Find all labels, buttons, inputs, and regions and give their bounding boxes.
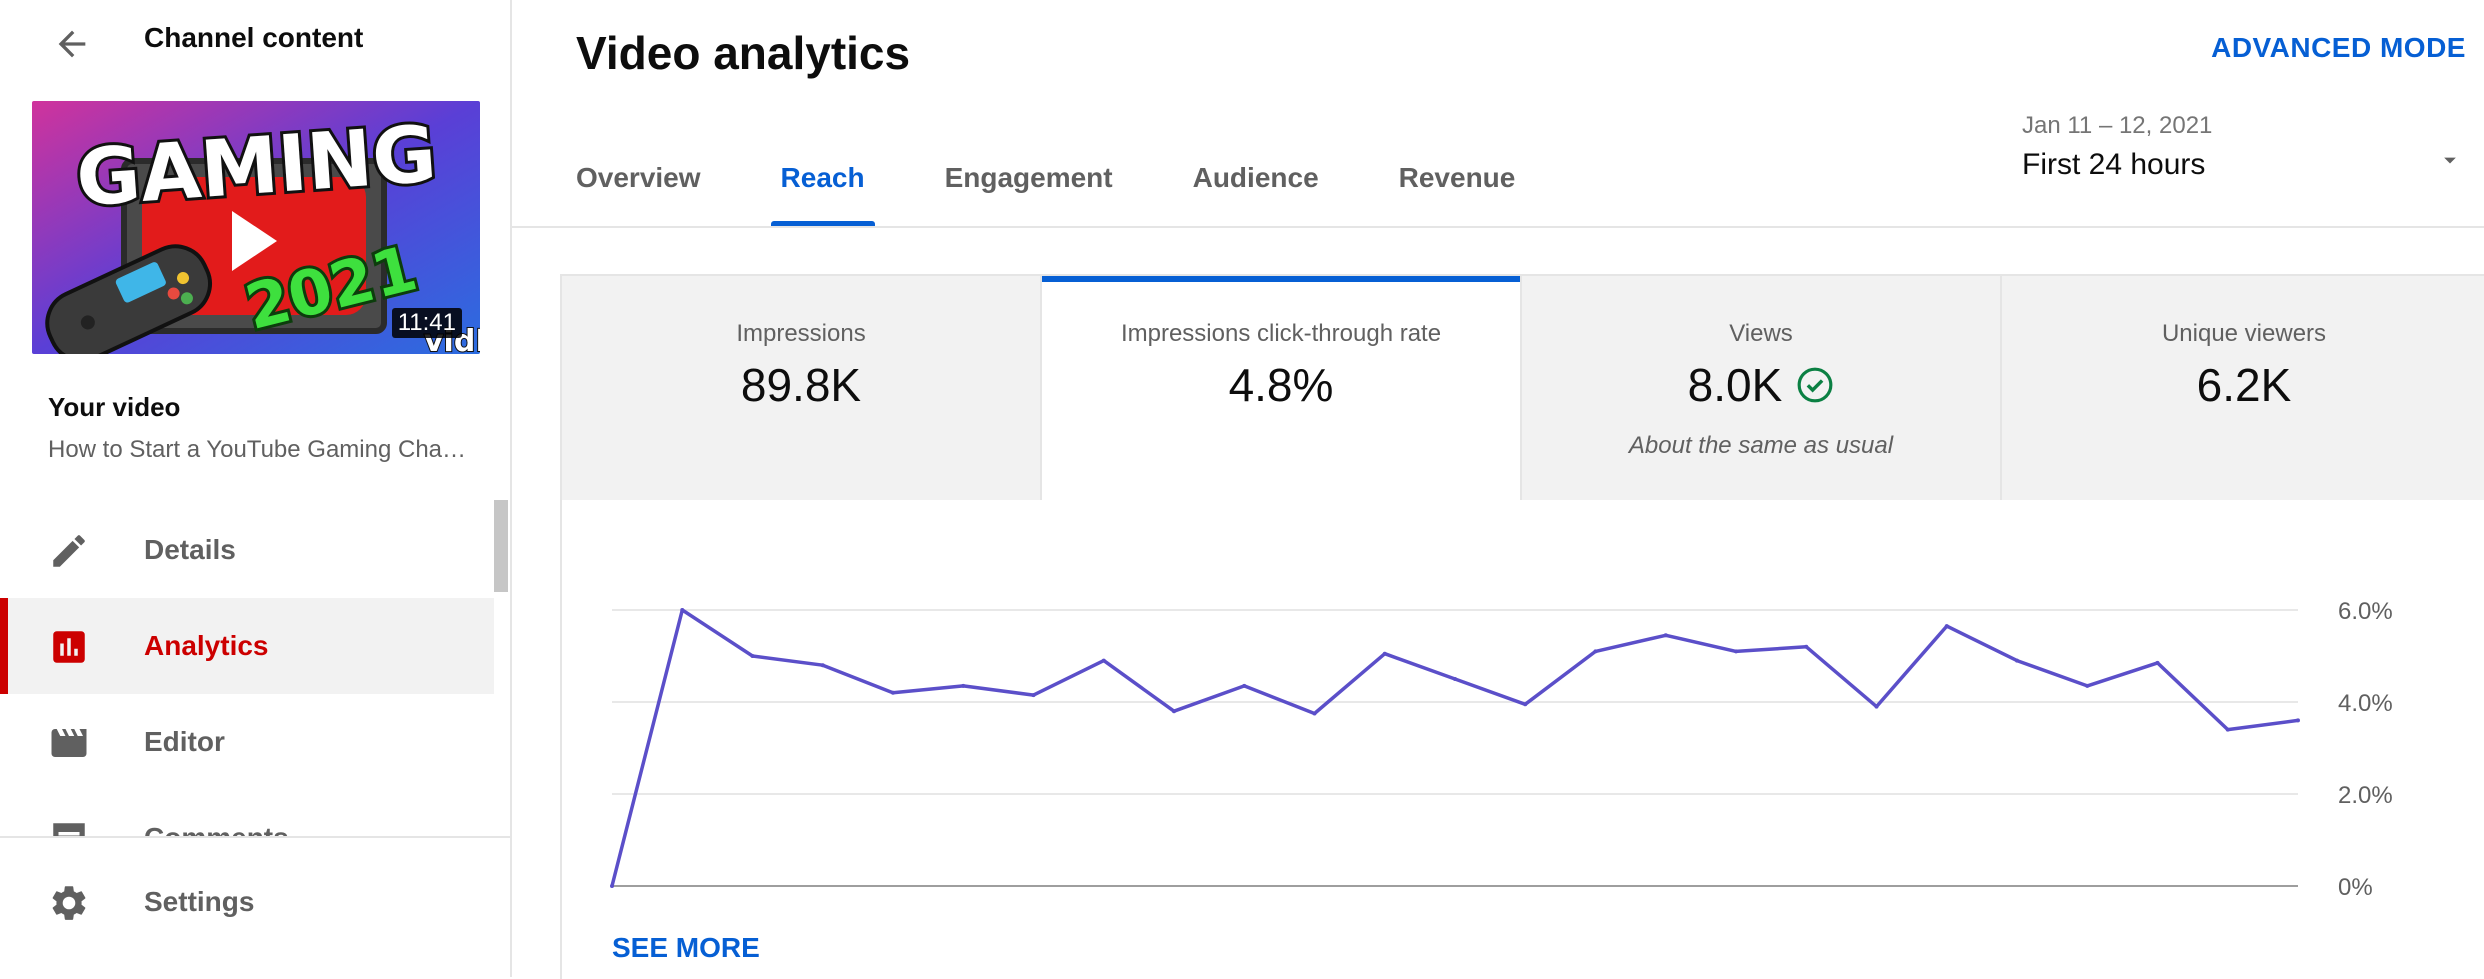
reach-card: Impressions 89.8K Impressions click-thro… xyxy=(560,274,2484,979)
data-point xyxy=(1453,677,1457,681)
data-point xyxy=(1312,711,1317,716)
data-point xyxy=(1031,693,1036,698)
clapperboard-icon xyxy=(51,729,87,757)
metric-value-row: 89.8K xyxy=(562,358,1040,412)
date-range-label: First 24 hours xyxy=(2022,148,2206,181)
metric-value-row: 6.2K xyxy=(2002,358,2484,412)
metric-value: 6.2K xyxy=(2196,359,2292,411)
sidebar-item-label: Editor xyxy=(144,726,225,757)
analytics-icon xyxy=(53,631,85,663)
video-thumbnail[interactable]: GAMING 2021 vidIQ 11:41 xyxy=(32,101,480,354)
metric-label: Views xyxy=(1729,320,1793,347)
data-point xyxy=(1523,702,1528,707)
tab-audience[interactable]: Audience xyxy=(1192,162,1319,193)
tab-overview[interactable]: Overview xyxy=(576,162,701,193)
sidebar-item-label: Analytics xyxy=(144,630,269,661)
data-point xyxy=(1593,649,1598,654)
data-point xyxy=(1804,644,1809,649)
sidebar-scrollbar[interactable] xyxy=(494,500,508,592)
data-point xyxy=(1382,651,1387,656)
y-tick-label: 2.0% xyxy=(2338,782,2393,809)
metric-tabs: Impressions 89.8K Impressions click-thro… xyxy=(562,276,2484,500)
data-point xyxy=(1663,633,1668,638)
sidebar-item-settings[interactable]: Settings xyxy=(0,854,494,950)
sidebar-item-analytics[interactable]: Analytics xyxy=(0,598,494,694)
sidebar-title: Channel content xyxy=(144,22,364,53)
data-point xyxy=(2296,718,2300,723)
your-video-label: Your video xyxy=(48,392,181,422)
page-title: Video analytics xyxy=(576,27,911,79)
data-point xyxy=(2015,658,2019,663)
pencil-icon xyxy=(53,535,85,567)
sidebar-item-details[interactable]: Details xyxy=(0,502,494,598)
metric-ctr[interactable]: Impressions click-through rate 4.8% xyxy=(1042,276,1522,500)
data-point xyxy=(1172,709,1176,714)
date-range-picker[interactable]: Jan 11 – 12, 2021 First 24 hours xyxy=(2022,112,2472,202)
see-more-button[interactable]: SEE MORE xyxy=(612,932,760,963)
y-tick-label: 4.0% xyxy=(2338,690,2393,717)
ctr-series-line xyxy=(610,608,2299,887)
tab-engagement[interactable]: Engagement xyxy=(944,162,1113,193)
sidebar: Channel content GAMING 2021 xyxy=(0,0,512,977)
metric-impressions[interactable]: Impressions 89.8K xyxy=(562,276,1042,500)
check-circle-icon xyxy=(1797,367,1833,403)
caret-down-icon xyxy=(2444,157,2456,164)
tabs-divider xyxy=(512,226,2484,228)
arrow-back-icon xyxy=(58,30,86,58)
metric-unique-viewers[interactable]: Unique viewers 6.2K xyxy=(2002,276,2484,500)
back-button[interactable] xyxy=(42,14,102,74)
gamepad-graphic xyxy=(45,244,212,354)
metric-value-row: 8.0K xyxy=(1522,358,2000,412)
y-tick-label: 0% xyxy=(2338,874,2373,900)
sidebar-item-label: Settings xyxy=(144,886,255,917)
data-point xyxy=(891,690,895,695)
metric-views[interactable]: Views 8.0K About the same as usual xyxy=(1522,276,2002,500)
sidebar-item-label: Details xyxy=(144,534,236,565)
video-title: How to Start a YouTube Gaming Channel xyxy=(48,436,468,463)
analytics-tabs: Overview Reach Engagement Audience Reven… xyxy=(576,140,1595,226)
tab-revenue[interactable]: Revenue xyxy=(1398,162,1516,193)
data-point xyxy=(1944,624,1949,629)
sidebar-item-editor[interactable]: Editor xyxy=(0,694,494,790)
data-point xyxy=(2225,727,2230,732)
data-point xyxy=(610,884,614,888)
metric-label: Impressions click-through rate xyxy=(1120,320,1442,347)
main-content: Video analytics ADVANCED MODE Overview R… xyxy=(512,0,2484,979)
ctr-line-chart: 0%2.0%4.0%6.0%04812162024 hours xyxy=(610,598,2393,900)
data-point xyxy=(2085,683,2090,688)
date-range-text: Jan 11 – 12, 2021 xyxy=(2022,112,2213,139)
data-point xyxy=(1101,658,1106,663)
data-point xyxy=(820,663,825,668)
tab-reach[interactable]: Reach xyxy=(770,140,875,226)
metric-value-row: 4.8% xyxy=(1042,358,1520,412)
data-point xyxy=(1734,649,1738,654)
metric-label: Impressions xyxy=(736,320,866,347)
gear-icon xyxy=(52,886,86,920)
advanced-mode-button[interactable]: ADVANCED MODE xyxy=(2211,32,2466,63)
metric-value: 89.8K xyxy=(740,359,862,411)
data-point xyxy=(1874,704,1879,709)
metric-value: 4.8% xyxy=(1228,359,1334,411)
video-duration: 11:41 xyxy=(391,308,462,338)
data-point xyxy=(2155,660,2160,665)
data-point xyxy=(961,683,966,688)
metric-label: Unique viewers xyxy=(2161,320,2327,347)
metric-value: 8.0K xyxy=(1687,359,1783,411)
metric-note: About the same as usual xyxy=(1628,432,1894,459)
sidebar-footer: Settings xyxy=(0,836,510,977)
data-point xyxy=(680,608,685,612)
y-tick-label: 6.0% xyxy=(2338,598,2393,625)
data-point xyxy=(1242,683,1247,688)
data-point xyxy=(750,654,755,658)
